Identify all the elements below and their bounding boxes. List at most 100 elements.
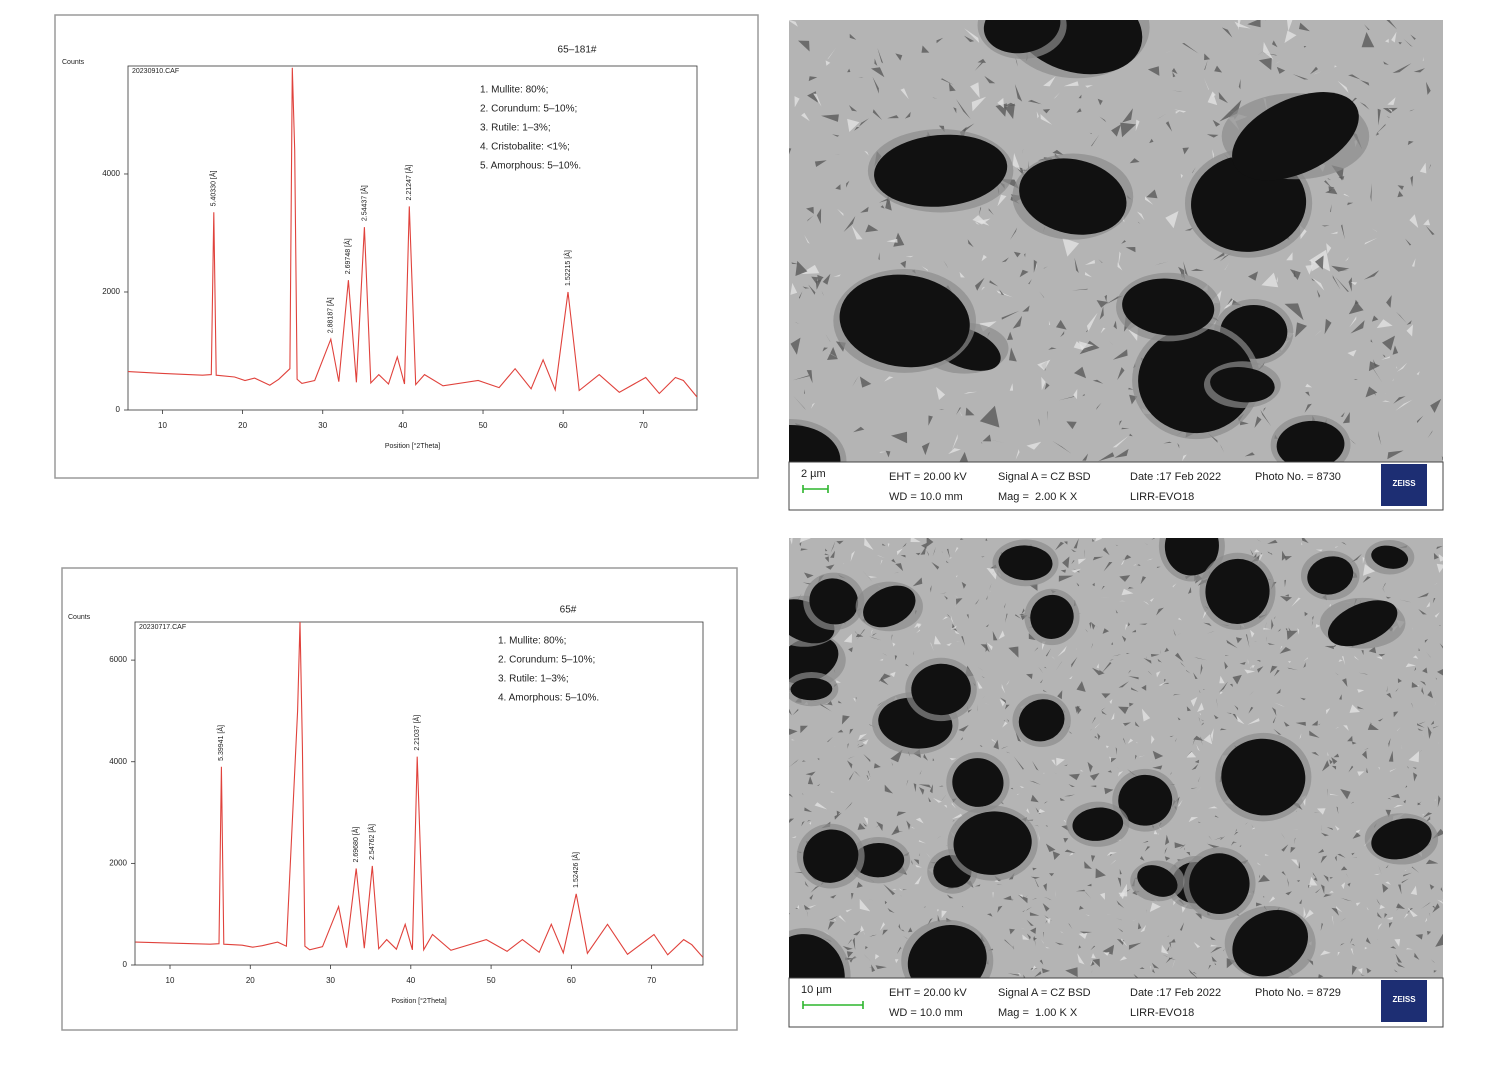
texture — [900, 929, 905, 932]
texture — [1273, 616, 1276, 619]
texture — [1369, 722, 1373, 724]
texture — [961, 636, 965, 646]
texture — [1412, 767, 1417, 769]
texture — [795, 322, 800, 324]
texture — [1375, 123, 1386, 135]
texture — [1071, 560, 1075, 565]
texture — [1313, 877, 1318, 882]
texture — [1091, 623, 1099, 628]
texture — [1213, 714, 1219, 720]
texture — [1342, 678, 1348, 687]
texture — [1208, 965, 1212, 970]
texture — [963, 123, 975, 132]
texture — [1008, 646, 1019, 658]
texture — [1407, 908, 1413, 914]
texture — [1192, 738, 1201, 745]
texture — [1180, 173, 1183, 179]
texture — [1268, 896, 1276, 903]
texture — [870, 629, 873, 636]
texture — [1390, 793, 1400, 799]
texture — [884, 784, 893, 794]
texture — [1073, 389, 1078, 400]
texture — [1047, 898, 1052, 901]
texture — [1312, 615, 1314, 621]
texture — [950, 615, 954, 625]
texture — [996, 884, 1003, 886]
texture — [1376, 319, 1393, 329]
texture — [1128, 670, 1131, 674]
texture — [1428, 912, 1431, 917]
texture — [1281, 871, 1286, 876]
texture — [1314, 888, 1321, 893]
texture — [910, 538, 921, 543]
texture — [1018, 894, 1024, 898]
texture — [900, 895, 903, 897]
texture — [1210, 936, 1216, 941]
texture — [791, 262, 799, 265]
texture — [958, 409, 963, 417]
x-tick-label: 70 — [639, 421, 648, 430]
texture — [1323, 874, 1329, 882]
texture — [1106, 852, 1117, 856]
pore — [803, 829, 859, 883]
texture — [1012, 898, 1014, 902]
texture — [1090, 959, 1093, 967]
texture — [900, 555, 906, 558]
texture — [793, 396, 806, 411]
texture — [1420, 680, 1426, 686]
texture — [869, 636, 882, 641]
texture — [896, 548, 903, 556]
texture — [1038, 831, 1040, 842]
texture — [808, 76, 818, 82]
texture — [948, 448, 961, 455]
texture — [1388, 922, 1393, 928]
texture — [1060, 331, 1065, 338]
texture — [1026, 673, 1033, 680]
texture — [1427, 430, 1433, 439]
texture — [1274, 60, 1282, 65]
texture — [1361, 32, 1375, 48]
texture — [1084, 272, 1092, 278]
texture — [822, 930, 830, 936]
texture — [849, 958, 854, 963]
texture — [1401, 878, 1409, 884]
texture — [1337, 853, 1346, 858]
texture — [1068, 923, 1073, 930]
texture — [990, 439, 1006, 444]
texture — [1172, 72, 1176, 78]
texture — [1090, 945, 1096, 951]
texture — [1398, 42, 1402, 45]
texture — [1033, 937, 1037, 941]
texture — [1344, 968, 1351, 971]
texture — [857, 739, 867, 742]
texture — [1306, 958, 1314, 966]
texture — [988, 590, 992, 592]
texture — [1045, 918, 1051, 924]
texture — [1022, 934, 1030, 940]
texture — [1085, 629, 1088, 633]
texture — [1219, 444, 1225, 453]
texture — [807, 215, 814, 222]
texture — [1030, 876, 1040, 879]
texture — [914, 875, 922, 885]
texture — [851, 893, 854, 900]
texture — [1422, 56, 1424, 62]
texture — [1258, 874, 1270, 883]
texture — [882, 929, 888, 936]
texture — [1351, 965, 1357, 976]
texture — [1330, 231, 1338, 234]
texture — [1180, 661, 1186, 668]
texture — [1076, 108, 1082, 113]
texture — [1369, 363, 1383, 383]
texture — [1347, 437, 1357, 445]
texture — [802, 582, 812, 585]
texture — [1335, 906, 1343, 913]
pore — [1232, 910, 1309, 977]
y-tick-label: 0 — [123, 960, 128, 969]
texture — [873, 763, 881, 769]
texture — [921, 542, 928, 549]
texture — [856, 881, 863, 888]
texture — [1269, 665, 1278, 674]
texture — [1263, 896, 1265, 898]
texture — [871, 632, 877, 637]
